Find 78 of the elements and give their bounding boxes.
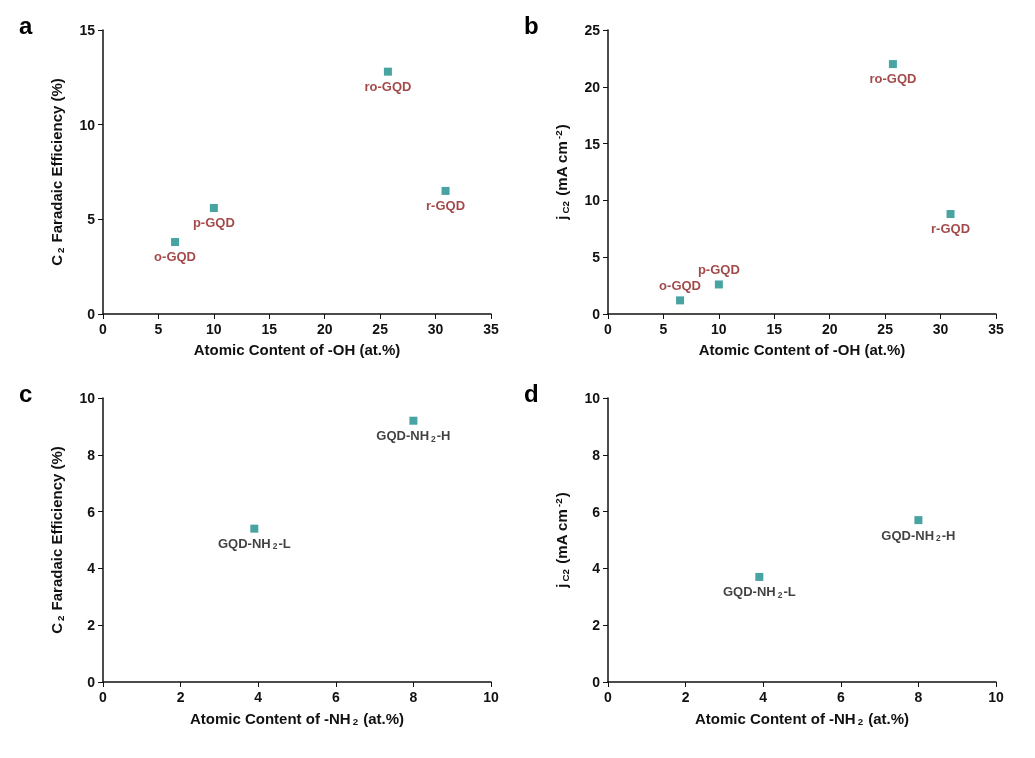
x-tick-label: 20 — [316, 321, 333, 337]
annotation: r-GQD — [931, 221, 971, 237]
annotation: p-GQD — [697, 262, 740, 278]
y-tick-label: 8 — [592, 446, 601, 463]
point — [946, 210, 955, 219]
y-tick-label: 10 — [584, 192, 601, 209]
chart-title: a — [19, 11, 33, 39]
point — [888, 60, 897, 69]
x-tick-label: 8 — [914, 689, 923, 705]
x-tick-label: 0 — [604, 321, 613, 337]
x-tick-label: 2 — [681, 689, 690, 705]
x-tick-label: 25 — [877, 321, 894, 337]
x-tick-label: 6 — [331, 689, 340, 705]
x-tick-label: 6 — [836, 689, 845, 705]
x-tick-label: 2 — [176, 689, 185, 705]
chart-title: c — [19, 379, 33, 407]
x-tick-label: 10 — [988, 689, 1004, 705]
x-tick-label: 4 — [254, 689, 263, 705]
chart-title: b — [524, 11, 539, 39]
y-tick-label: 5 — [592, 249, 601, 266]
y-tick-label: 0 — [87, 306, 96, 322]
y-axis-title: C2 Faradaic Efficiency (%) — [48, 78, 66, 266]
y-tick-label: 6 — [592, 503, 601, 520]
x-axis-title: Atomic Content of -NH2 (at.%) — [189, 709, 405, 728]
y-tick-label: 10 — [79, 116, 96, 133]
point — [676, 296, 685, 305]
x-axis-title: Atomic Content of -OH (at.%) — [698, 341, 906, 358]
x-tick-label: 0 — [604, 689, 613, 705]
x-tick-label: 25 — [372, 321, 389, 337]
point — [714, 280, 723, 289]
annotation: p-GQD — [192, 214, 235, 230]
y-tick-label: 5 — [87, 211, 96, 228]
y-tick-label: 2 — [592, 617, 601, 634]
x-tick-label: 4 — [759, 689, 768, 705]
x-tick-label: 5 — [154, 321, 163, 337]
y-tick-label: 4 — [87, 560, 96, 577]
x-tick-label: 0 — [99, 321, 108, 337]
point — [171, 238, 180, 247]
chart-title: d — [524, 379, 539, 407]
y-tick-label: 25 — [584, 22, 601, 38]
x-tick-label: 30 — [932, 321, 949, 337]
x-tick-label: 15 — [766, 321, 783, 337]
y-tick-label: 10 — [79, 390, 96, 406]
y-tick-label: 8 — [87, 446, 96, 463]
x-tick-label: 0 — [99, 689, 108, 705]
y-tick-label: 10 — [584, 390, 601, 406]
y-tick-label: 2 — [87, 617, 96, 634]
x-tick-label: 20 — [821, 321, 838, 337]
x-tick-label: 8 — [409, 689, 418, 705]
annotation: ro-GQD — [869, 71, 917, 87]
x-tick-label: 10 — [711, 321, 727, 337]
y-tick-label: 6 — [87, 503, 96, 520]
x-axis-title: Atomic Content of -OH (at.%) — [193, 341, 401, 358]
y-axis-title: C2 Faradaic Efficiency (%) — [48, 446, 66, 634]
x-tick-label: 5 — [659, 321, 668, 337]
y-tick-label: 15 — [584, 135, 601, 152]
y-axis-title: jC2 (mA cm-2) — [552, 124, 571, 221]
y-tick-label: 0 — [87, 674, 96, 690]
y-tick-label: 0 — [592, 674, 601, 690]
annotation: r-GQD — [426, 197, 466, 213]
x-tick-label: 35 — [483, 321, 499, 337]
y-tick-label: 0 — [592, 306, 601, 322]
x-axis-title: Atomic Content of -NH2 (at.%) — [694, 709, 910, 728]
point — [209, 203, 218, 212]
x-tick-label: 10 — [206, 321, 222, 337]
x-tick-label: 30 — [427, 321, 444, 337]
x-tick-label: 35 — [988, 321, 1004, 337]
x-tick-label: 15 — [261, 321, 278, 337]
annotation: o-GQD — [154, 249, 196, 265]
annotation: ro-GQD — [364, 78, 412, 94]
y-tick-label: 20 — [584, 78, 601, 95]
point — [383, 67, 392, 76]
y-tick-label: 4 — [592, 560, 601, 577]
y-axis-title: jC2 (mA cm-2) — [552, 492, 571, 589]
x-tick-label: 10 — [483, 689, 499, 705]
point — [441, 186, 450, 195]
y-tick-label: 15 — [79, 22, 96, 38]
annotation: o-GQD — [659, 278, 701, 294]
